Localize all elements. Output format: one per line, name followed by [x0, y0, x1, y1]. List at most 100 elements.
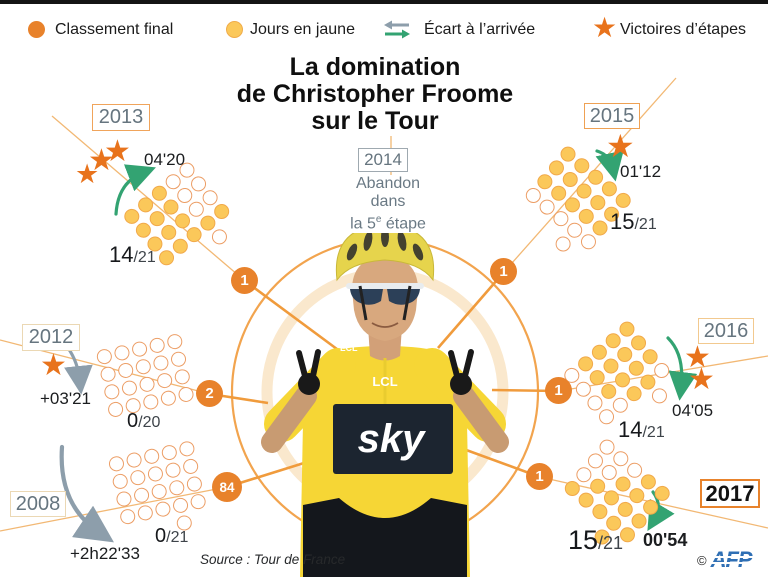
- day-dot: [154, 500, 172, 519]
- stage-win-star-icon: ★: [104, 135, 131, 168]
- smile: [371, 322, 399, 328]
- final-rank-badge-2015: 1: [490, 258, 517, 285]
- year-box-2015: 2015: [584, 103, 640, 129]
- sunglasses-left-lens: [350, 289, 383, 305]
- day-dot: [115, 490, 133, 508]
- day-dot: [106, 400, 125, 419]
- day-dot: [648, 385, 671, 407]
- day-dot: [118, 507, 137, 526]
- finish-gap-2013: 04'20: [144, 150, 186, 169]
- day-dot: [155, 371, 174, 390]
- stage-win-star-icon: ★: [40, 349, 67, 382]
- final-ranking-dot-icon: [28, 21, 45, 38]
- day-dot: [167, 478, 186, 497]
- day-dot: [165, 332, 184, 351]
- final-rank-badge-2016: 1: [545, 377, 572, 404]
- year-box-2017: 2017: [700, 479, 760, 508]
- final-rank-badge-2012: 2: [196, 380, 223, 407]
- day-dot: [142, 447, 161, 466]
- stage-win-star-icon: ★: [688, 363, 715, 396]
- day-dot: [148, 336, 167, 355]
- stage-wins-star-icon: ★: [592, 12, 618, 43]
- stage-win-star-icon: ★: [684, 341, 711, 374]
- day-dot: [120, 379, 139, 397]
- day-dot: [181, 457, 200, 476]
- day-dot: [208, 226, 231, 248]
- stage-win-stars-2013: ★ ★ ★: [75, 137, 145, 197]
- day-dot: [150, 482, 169, 501]
- legend-label-yellow-days: Jours en jaune: [250, 21, 355, 38]
- day-dot: [116, 361, 135, 380]
- day-dot: [164, 461, 182, 480]
- stage-win-star-icon: ★: [606, 128, 635, 164]
- legend-label-finish-gap: Écart à l’arrivée: [424, 21, 536, 38]
- page-title: La domination de Christopher Froome sur …: [175, 54, 575, 135]
- top-border-bar: [0, 0, 768, 4]
- day-dot: [146, 465, 165, 483]
- days-label-2008: 0/21: [155, 525, 189, 547]
- right-glove-v-sign: [448, 349, 474, 395]
- day-dot: [102, 382, 121, 401]
- lcl-logo-center: LCL: [372, 374, 397, 389]
- gap-arrow-2008: [59, 444, 114, 543]
- afp-credit: © AFP: [697, 549, 754, 571]
- year-box-2014: 2014: [358, 148, 408, 172]
- day-dot: [171, 496, 190, 515]
- title-line-3: sur le Tour: [311, 107, 439, 135]
- days-label-2015: 15/21: [610, 209, 657, 234]
- sunglasses-right-lens: [387, 289, 420, 305]
- year-box-2012: 2012: [22, 324, 80, 351]
- sunglasses-frame: [346, 283, 424, 289]
- helmet-strap-right: [402, 285, 412, 321]
- helmet-strap-left: [358, 285, 368, 321]
- day-dot: [132, 486, 151, 505]
- copyright-symbol: ©: [697, 552, 707, 568]
- left-glove-v-sign: [296, 349, 321, 395]
- days-label-2013: 14/21: [109, 242, 156, 267]
- year-box-2013: 2013: [92, 104, 150, 131]
- day-dot: [134, 357, 153, 376]
- day-dot: [138, 375, 156, 394]
- finish-gap-2017: 00'54: [643, 530, 688, 550]
- final-rank-badge-2017: 1: [526, 463, 553, 490]
- abandon-note-line3: la 5e étape: [350, 214, 426, 233]
- black-shorts: [303, 498, 467, 577]
- day-dot: [189, 492, 208, 511]
- lcl-logo-left: LCL: [340, 343, 358, 353]
- stage-win-star-icon: ★: [75, 159, 100, 189]
- day-dot: [95, 347, 114, 366]
- days-label-2017: 15/21: [568, 525, 624, 555]
- abandon-note-2014: Abandon dans la 5e étape: [336, 175, 440, 234]
- sky-panel: [333, 404, 453, 474]
- abandon-note-line2: dans: [370, 193, 406, 210]
- gap-arrow-2016: [666, 336, 698, 401]
- day-dot: [141, 393, 160, 411]
- left-forearm: [261, 385, 317, 453]
- finish-gap-2008: +2h22'33: [70, 544, 140, 563]
- title-line-1: La domination: [289, 53, 461, 81]
- legend-label-stage-wins: Victoires d’étapes: [620, 21, 746, 38]
- gap-arrow-2012: [64, 346, 93, 395]
- finish-gap-2015: 01'12: [620, 162, 662, 181]
- day-dot: [177, 385, 195, 404]
- year-box-2008: 2008: [10, 491, 66, 517]
- froome-photo: LCL LCL LCL sky: [261, 223, 509, 577]
- day-dot: [159, 389, 178, 408]
- face: [352, 256, 418, 341]
- day-dot: [107, 454, 126, 473]
- yellow-days-dot-icon: [226, 21, 243, 38]
- days-label-2012: 0/20: [127, 410, 161, 432]
- finish-gap-arrows-icon: [384, 20, 410, 39]
- day-dot: [169, 350, 188, 369]
- day-dot: [130, 340, 149, 359]
- day-dot: [128, 468, 147, 487]
- title-line-2: de Christopher Froome: [236, 80, 514, 108]
- abandon-note-line1: Abandon: [355, 175, 421, 192]
- year-box-2016: 2016: [698, 318, 754, 344]
- gap-arrow-2015: [595, 149, 624, 182]
- day-dot: [113, 343, 131, 362]
- source-note: Source : Tour de France: [200, 552, 346, 567]
- day-dot: [185, 475, 204, 493]
- finish-gap-2012: +03'21: [40, 389, 91, 408]
